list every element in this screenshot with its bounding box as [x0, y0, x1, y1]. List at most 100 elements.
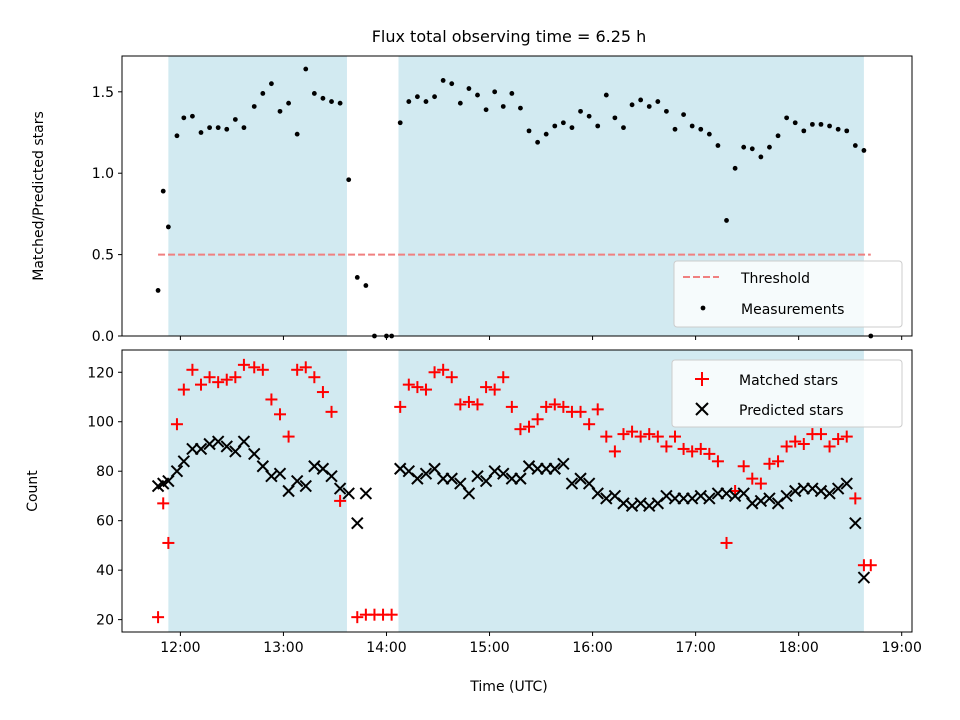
matched-point [849, 492, 862, 505]
matched-point [203, 371, 216, 384]
measurement-point [181, 115, 187, 121]
matched-point [497, 371, 510, 384]
predicted-point [754, 494, 768, 508]
measurement-point [526, 128, 532, 134]
measurement-point [698, 126, 704, 132]
matched-point [325, 405, 338, 418]
measurement-point [251, 104, 257, 109]
legend-threshold-label: Threshold [740, 271, 810, 287]
predicted-point [720, 487, 733, 500]
measurement-point [363, 283, 369, 288]
x-tick-label: 19:00 [882, 640, 922, 656]
matched-point [634, 430, 647, 443]
measurement-point [190, 113, 195, 119]
matched-point [677, 442, 690, 455]
measurement-point [277, 108, 283, 114]
predicted-point [273, 467, 287, 480]
measurement-point [337, 100, 343, 106]
predicted-point [248, 447, 261, 461]
series-matched-stars [152, 358, 877, 624]
matched-point [152, 611, 165, 624]
measurement-point [775, 133, 781, 139]
matched-point [394, 400, 407, 413]
measurement-point [457, 100, 463, 106]
matched-point [772, 455, 785, 468]
measurement-point [232, 117, 238, 122]
matched-point [720, 536, 733, 549]
measurement-point [827, 123, 832, 129]
y-tick-label: 20 [96, 613, 114, 629]
bottom-panel: 20 40 60 80 100 120 Count 12:00 13:00 14:00 15:0… [25, 349, 922, 695]
predicted-point [823, 487, 836, 500]
predicted-point [565, 477, 579, 490]
matched-point [583, 418, 596, 431]
legend-measurements-swatch [700, 305, 706, 311]
measurement-point [286, 100, 291, 106]
measurement-point [432, 94, 437, 100]
measurement-point [224, 126, 230, 132]
measurement-point [174, 133, 180, 139]
predicted-point [643, 499, 656, 513]
measurement-point [749, 146, 755, 152]
matched-point [177, 383, 190, 396]
predicted-point [728, 489, 742, 503]
predicted-point [763, 492, 776, 505]
figure-title: Flux total observing time = 6.25 h [372, 27, 647, 46]
x-axis-label: Time (UTC) [469, 679, 547, 695]
measurement-point [354, 274, 360, 280]
measurement-point [440, 78, 446, 83]
shaded-interval-1 [168, 56, 347, 336]
matched-point [531, 413, 544, 426]
matched-point [351, 611, 364, 624]
predicted-point [488, 465, 501, 478]
measurement-point [595, 123, 601, 129]
measurement-point [741, 144, 747, 150]
measurement-point [852, 143, 858, 148]
measurement-point [844, 128, 850, 134]
predicted-point [162, 474, 175, 488]
measurement-point [414, 94, 420, 100]
measurement-point [160, 188, 166, 194]
predicted-point [220, 440, 233, 453]
predicted-point [634, 497, 647, 510]
predicted-point [471, 469, 484, 483]
measurement-point [269, 81, 274, 87]
top-data-marks [155, 66, 874, 339]
predicted-point [419, 467, 433, 480]
measurement-point [586, 113, 592, 119]
matched-point [282, 430, 295, 443]
matched-point [462, 395, 475, 408]
predicted-point [582, 477, 596, 490]
matched-point [832, 433, 845, 446]
measurement-point [706, 131, 712, 137]
predicted-point [177, 455, 191, 468]
legend-matched-swatch [695, 372, 709, 386]
y-tick-label: 40 [96, 563, 114, 579]
matched-point [162, 536, 175, 549]
predicted-point [170, 465, 184, 478]
measurement-point [198, 130, 204, 135]
measurement-point [818, 121, 824, 127]
measurement-point [492, 89, 498, 95]
predicted-point [462, 487, 476, 500]
predicted-point [308, 460, 321, 473]
shaded-interval-1 [168, 350, 347, 632]
measurement-point [535, 139, 541, 145]
matched-point [746, 472, 759, 485]
predicted-point [557, 457, 570, 470]
y-tick-label: 0.5 [92, 248, 114, 264]
matched-point [789, 435, 802, 448]
measurement-point [320, 95, 326, 101]
measurement-point [500, 104, 506, 109]
legend-predicted-swatch [695, 402, 709, 416]
y-tick-label: 80 [96, 464, 114, 480]
matched-point [557, 400, 570, 413]
matched-point [823, 440, 836, 453]
measurement-point [423, 99, 429, 104]
matched-point [256, 363, 269, 376]
bottom-plot-frame [121, 349, 913, 633]
predicted-point [290, 474, 304, 488]
matched-point [411, 381, 424, 394]
predicted-point [789, 484, 802, 498]
y-tick-label: 1.0 [92, 166, 114, 182]
